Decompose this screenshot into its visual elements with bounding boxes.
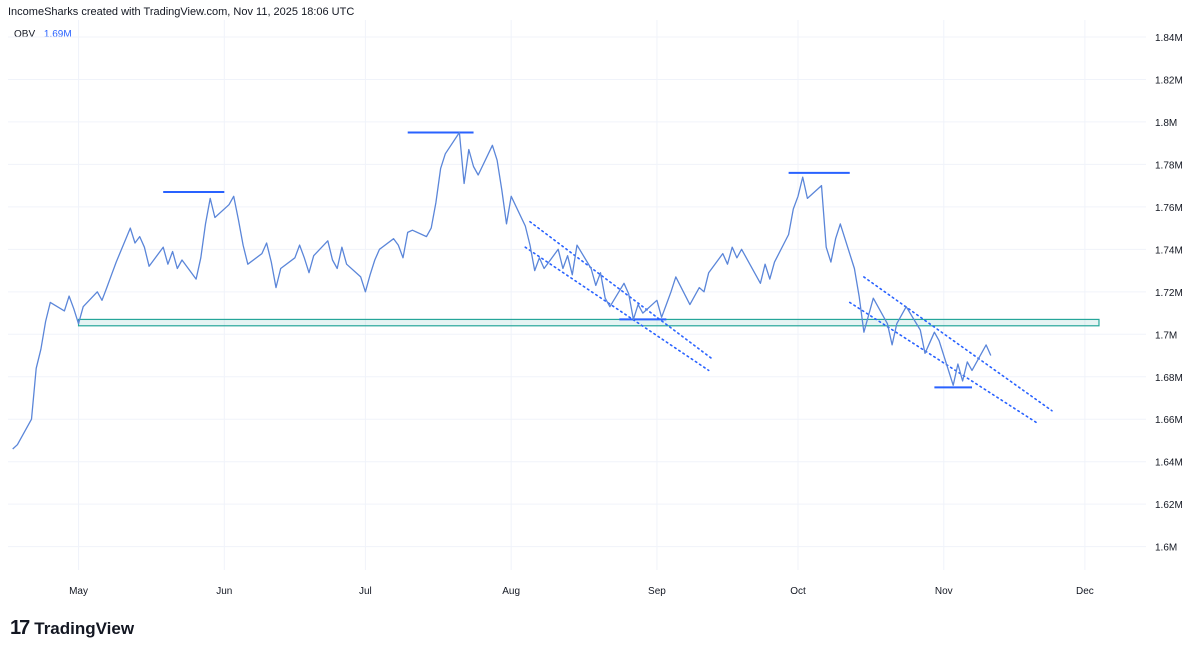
y-tick-label: 1.64M xyxy=(1155,458,1183,469)
channel-line xyxy=(529,220,715,361)
y-tick-label: 1.7M xyxy=(1155,330,1177,341)
y-tick-label: 1.72M xyxy=(1155,288,1183,299)
grid-lines xyxy=(8,20,1146,570)
indicator-legend[interactable]: OBV 1.69M xyxy=(14,29,72,40)
x-tick-label: Dec xyxy=(1076,586,1094,597)
y-tick-label: 1.66M xyxy=(1155,415,1183,426)
x-tick-label: Jul xyxy=(359,586,372,597)
y-tick-label: 1.76M xyxy=(1155,203,1183,214)
x-tick-label: Aug xyxy=(502,586,520,597)
y-tick-label: 1.84M xyxy=(1155,33,1183,44)
obv-line xyxy=(12,131,992,450)
y-tick-label: 1.8M xyxy=(1155,118,1177,129)
y-tick-label: 1.82M xyxy=(1155,75,1183,86)
y-tick-label: 1.78M xyxy=(1155,160,1183,171)
chart-header-text: IncomeSharks created with TradingView.co… xyxy=(8,6,355,18)
y-tick-label: 1.6M xyxy=(1155,543,1177,554)
y-tick-label: 1.68M xyxy=(1155,373,1183,384)
x-tick-label: Nov xyxy=(935,586,953,597)
tradingview-logo-text: TradingView xyxy=(34,618,135,638)
y-tick-label: 1.62M xyxy=(1155,500,1183,511)
y-tick-label: 1.74M xyxy=(1155,245,1183,256)
channel-line xyxy=(524,246,710,372)
indicator-name: OBV xyxy=(14,29,36,40)
channel-line xyxy=(863,276,1053,412)
x-tick-label: Jun xyxy=(216,586,232,597)
support-zone xyxy=(77,318,1100,327)
x-tick-label: Oct xyxy=(790,586,806,597)
channel-line xyxy=(848,301,1039,425)
x-tick-label: Sep xyxy=(648,586,666,597)
annotations xyxy=(77,131,1100,425)
x-axis[interactable]: May Jun Jul Aug Sep Oct Nov Dec xyxy=(69,586,1094,597)
indicator-value: 1.69M xyxy=(43,29,72,40)
tradingview-logo-icon: 17 xyxy=(10,617,30,639)
y-axis[interactable]: 1.6M 1.62M 1.64M 1.66M 1.68M 1.7M 1.72M 1.74M 1.… xyxy=(1155,33,1183,554)
x-tick-label: May xyxy=(69,586,88,597)
obv-series xyxy=(12,131,992,450)
tradingview-logo[interactable]: 17 TradingView xyxy=(10,617,134,640)
